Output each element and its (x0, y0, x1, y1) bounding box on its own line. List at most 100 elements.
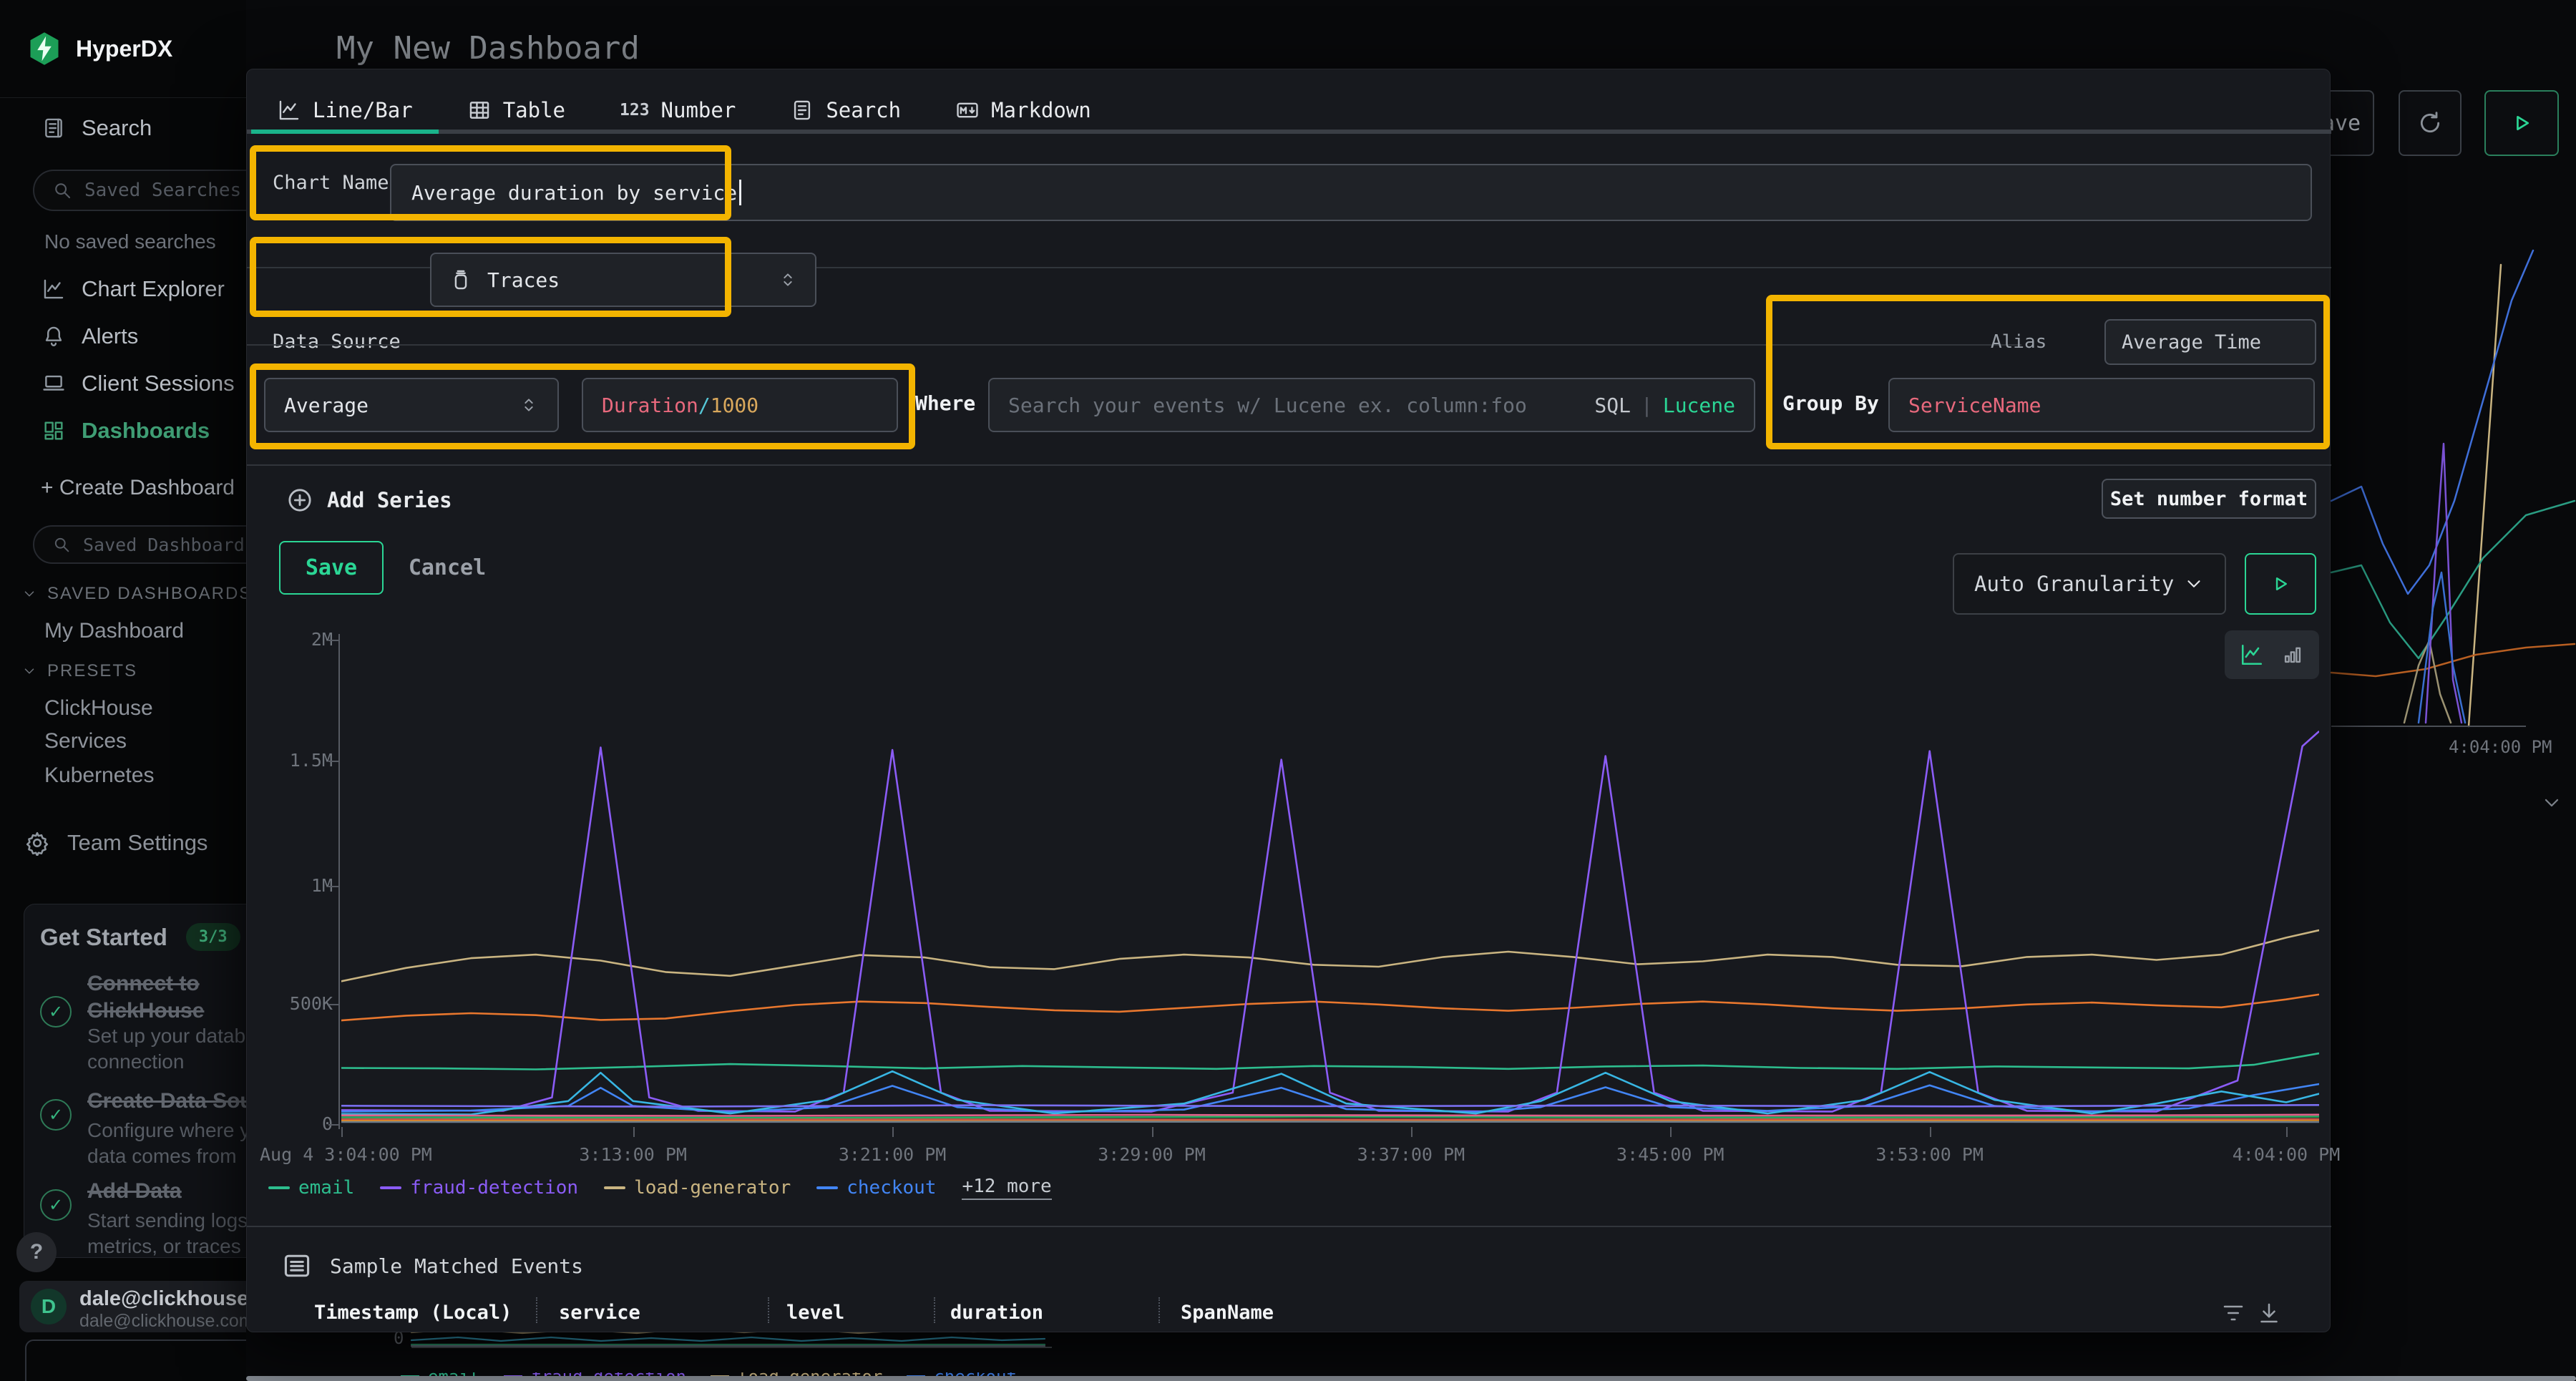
column-header-timestamp-local-[interactable]: Timestamp (Local) (314, 1302, 512, 1324)
sidebar-item-label: Alerts (82, 323, 139, 348)
sample-events-header[interactable]: Sample Matched Events (281, 1250, 583, 1282)
cancel-button[interactable]: Cancel (408, 555, 487, 580)
sidebar-item-search[interactable]: Search (0, 111, 246, 145)
line-chart-icon[interactable] (2239, 642, 2265, 668)
expression-token: Duration (602, 393, 698, 417)
expression-token: 1000 (710, 393, 759, 417)
download-icon[interactable] (2256, 1300, 2282, 1326)
sidebar-item-clickhouse[interactable]: ClickHouse (44, 696, 153, 720)
sidebar-section-saved-dashboards[interactable]: SAVED DASHBOARDS (0, 581, 246, 607)
get-started-item-desc: Start sending logs, metrics, or traces (87, 1209, 246, 1258)
legend-item-email[interactable]: email (268, 1177, 354, 1199)
tab-markdown[interactable]: Markdown (951, 89, 1096, 131)
tab-number[interactable]: 123 Number (615, 89, 740, 131)
legend-swatch (268, 1186, 290, 1189)
lucene-toggle[interactable]: Lucene (1662, 393, 1735, 417)
group-by-input[interactable]: ServiceName (1888, 378, 2315, 432)
save-button[interactable]: Save (279, 541, 384, 595)
chevron-down-icon[interactable] (2540, 791, 2563, 814)
tab-search[interactable]: Search (786, 89, 905, 131)
set-number-format-button[interactable]: Set number format (2102, 479, 2316, 519)
hyperdx-logo-icon (26, 30, 63, 67)
chart-name-input[interactable]: Average duration by service (390, 164, 2312, 221)
legend-item-load-generator[interactable]: load-generator (604, 1177, 791, 1199)
chart-line (341, 929, 2319, 982)
x-axis-tick (1929, 1127, 1931, 1137)
alias-input[interactable]: Average Time (2104, 319, 2316, 365)
sidebar-item-create-dashboard[interactable]: + Create Dashboard (41, 476, 235, 499)
column-header-service[interactable]: service (559, 1302, 640, 1324)
legend-swatch (380, 1186, 402, 1189)
sidebar-item-chart-explorer[interactable]: Chart Explorer (0, 272, 246, 306)
user-subtitle: dale@clickhouse.com's (79, 1311, 246, 1331)
legend-label: load-generator (634, 1177, 791, 1199)
tab-line-bar[interactable]: Line/Bar (273, 89, 417, 131)
sidebar-collapse-icon[interactable] (276, 33, 306, 63)
sidebar-item-alerts[interactable]: Alerts (0, 319, 246, 353)
column-header-spanname[interactable]: SpanName (1181, 1302, 1274, 1324)
sidebar-item-team-settings[interactable]: Team Settings (0, 824, 246, 862)
horizontal-scrollbar[interactable] (246, 1376, 2576, 1381)
chart-line (2417, 571, 2467, 724)
bar-chart-icon[interactable] (2280, 643, 2305, 667)
avatar: D (31, 1289, 67, 1324)
app-logo[interactable]: HyperDX (26, 30, 172, 67)
dashboard-refresh-button[interactable] (2399, 90, 2462, 156)
x-axis-tick-label: 3:13:00 PM (579, 1144, 687, 1165)
legend-item-fraud-detection[interactable]: fraud-detection (380, 1177, 578, 1199)
page-title: My New Dashboard (336, 30, 640, 67)
column-separator (1158, 1297, 1160, 1323)
saved-searches-input[interactable]: Saved Searches (33, 170, 246, 211)
aggregation-select[interactable]: Average (264, 378, 559, 432)
text-caret (739, 180, 742, 205)
data-source-select[interactable]: Traces (430, 253, 816, 307)
dashboard-run-button[interactable] (2484, 90, 2559, 156)
sidebar-item-client-sessions[interactable]: Client Sessions (0, 366, 246, 401)
sidebar-item-services[interactable]: Services (44, 729, 127, 753)
check-circle-icon: ✓ (40, 996, 72, 1028)
search-icon (52, 180, 73, 201)
column-header-level[interactable]: level (786, 1302, 845, 1324)
no-saved-searches-text: No saved searches (44, 230, 216, 253)
collapse-chevron-up-icon[interactable] (2282, 1254, 2306, 1279)
sidebar-item-dashboards[interactable]: Dashboards (0, 414, 246, 448)
where-search-input[interactable]: Search your events w/ Lucene ex. column:… (988, 378, 1755, 432)
database-icon (449, 268, 473, 292)
get-started-item-desc: Configure where your data comes from (87, 1119, 246, 1168)
sql-toggle[interactable]: SQL (1594, 393, 1631, 417)
sidebar-item-my-dashboard[interactable]: My Dashboard (44, 619, 185, 643)
journal-icon (42, 116, 66, 140)
column-separator (768, 1297, 769, 1323)
legend-item-checkout[interactable]: checkout (816, 1177, 936, 1199)
sidebar-item-kubernetes[interactable]: Kubernetes (44, 763, 155, 787)
add-series-button[interactable]: Add Series (286, 486, 452, 514)
x-axis-tick-label: 3:45:00 PM (1616, 1144, 1724, 1165)
x-axis-tick (2286, 1127, 2288, 1137)
x-axis-tick-label: 3:29:00 PM (1098, 1144, 1206, 1165)
legend-more-link[interactable]: +12 more (962, 1176, 1052, 1200)
field-expression-input[interactable]: Duration/1000 (582, 378, 898, 432)
saved-dashboards-input[interactable]: Saved Dashboards (33, 525, 246, 564)
granularity-select[interactable]: Auto Granularity (1953, 553, 2226, 615)
background-chart-right-xtick: 4:04:00 PM (2449, 737, 2552, 757)
tab-label: Search (826, 98, 902, 122)
user-menu[interactable]: D dale@clickhouse.c dale@clickhouse.com'… (19, 1281, 246, 1332)
column-header-duration[interactable]: duration (950, 1302, 1044, 1324)
get-started-item: ✓ Create Data Sources Configure where your… (24, 1085, 246, 1199)
tab-table[interactable]: Table (463, 89, 570, 131)
grid-icon (42, 419, 66, 443)
play-icon (2268, 572, 2293, 596)
sidebar-item-label: Search (82, 115, 152, 140)
tab-label: Markdown (991, 98, 1091, 122)
x-axis-tick (341, 1127, 343, 1137)
y-axis-tick-label: 500K (289, 993, 333, 1014)
group-by-label: Group By (1782, 391, 1879, 415)
sidebar-item-label: Dashboards (82, 418, 210, 443)
help-button[interactable]: ? (16, 1232, 57, 1272)
filter-icon[interactable] (2220, 1300, 2246, 1326)
run-chart-button[interactable] (2245, 553, 2316, 615)
chart-line (341, 1052, 2319, 1070)
sidebar-section-presets[interactable]: PRESETS (0, 658, 246, 684)
column-separator (934, 1297, 935, 1323)
